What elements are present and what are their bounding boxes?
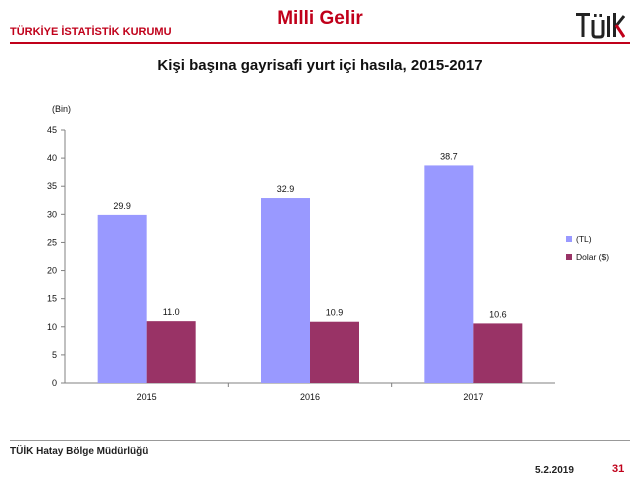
chart-title: Kişi başına gayrisafi yurt içi hasıla, 2… [157, 57, 483, 74]
data-label: 10.6 [489, 309, 507, 319]
footer-date: 5.2.2019 [535, 465, 574, 476]
footer-office: TÜİK Hatay Bölge Müdürlüğü [10, 446, 149, 457]
data-label: 29.9 [113, 201, 131, 211]
footer-divider [10, 440, 630, 441]
bar [97, 214, 147, 383]
section-title: Milli Gelir [277, 8, 363, 29]
bar [261, 198, 310, 383]
bar [473, 323, 523, 383]
legend-swatch [566, 236, 572, 242]
y-tick-label: 30 [47, 209, 57, 219]
bar [146, 321, 196, 383]
y-tick-label: 0 [52, 378, 57, 388]
y-tick-label: 20 [47, 266, 57, 276]
header-divider [10, 42, 630, 44]
legend-label: (TL) [576, 234, 592, 244]
y-tick-label: 25 [47, 237, 57, 247]
x-tick-label: 2016 [300, 392, 320, 402]
y-tick-label: 45 [47, 125, 57, 135]
data-label: 11.0 [163, 307, 180, 317]
bar [424, 165, 474, 383]
page-number: 31 [612, 463, 625, 475]
bar [310, 321, 359, 383]
y-tick-label: 40 [47, 153, 57, 163]
y-unit-label: (Bin) [52, 104, 71, 114]
legend-label: Dolar ($) [576, 252, 609, 262]
data-label: 10.9 [326, 308, 344, 318]
organization-name: TÜRKİYE İSTATİSTİK KURUMU [10, 26, 172, 38]
y-tick-label: 5 [52, 350, 57, 360]
data-label: 32.9 [277, 184, 295, 194]
y-tick-label: 15 [47, 294, 57, 304]
tuik-logo [576, 13, 625, 39]
y-tick-label: 10 [47, 322, 57, 332]
data-label: 38.7 [440, 151, 458, 161]
legend-swatch [566, 254, 572, 260]
x-tick-label: 2015 [137, 392, 157, 402]
y-tick-label: 35 [47, 181, 57, 191]
x-tick-label: 2017 [463, 392, 483, 402]
